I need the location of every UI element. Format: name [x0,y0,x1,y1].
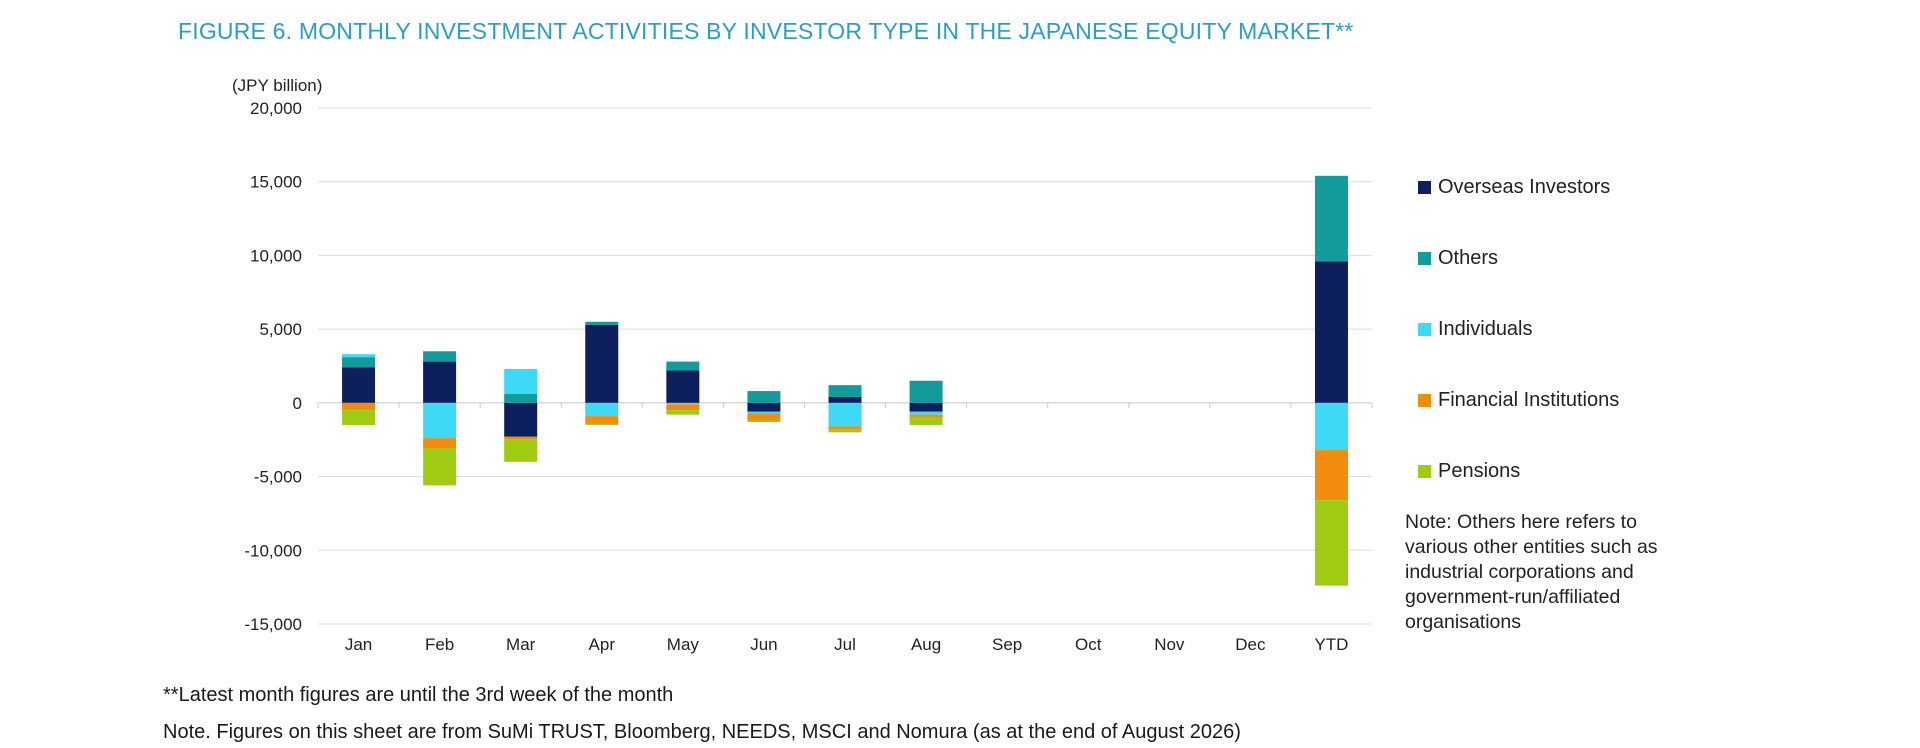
bar-pensions-aug [909,417,943,425]
legend-swatch [1418,393,1431,407]
x-tick-label: Oct [1075,635,1102,654]
bar-others-feb [423,351,457,362]
legend-label: Pensions [1438,459,1521,482]
legend-label: Others [1438,246,1499,269]
x-tick-label: Aug [911,635,941,654]
bar-others-jan [342,357,376,368]
x-tick-label: Mar [506,635,536,654]
legend: Overseas Investors Others Individuals Finan… [1418,172,1748,527]
legend-item: Individuals [1418,314,1748,344]
bar-individuals-may [666,402,700,405]
x-tick-label: Apr [589,635,616,654]
x-tick-label: Nov [1154,635,1185,654]
bar-overseas-investors-aug [909,402,943,412]
legend-swatch [1418,180,1431,194]
figure-title: FIGURE 6. MONTHLY INVESTMENT ACTIVITIES … [178,18,1354,44]
bar-overseas-investors-ytd [1314,261,1348,403]
bar-individuals-jul [828,402,862,427]
y-tick-label: -5,000 [254,468,302,487]
bar-financial-institutions-jun [747,413,781,421]
x-tick-label: Feb [425,635,454,654]
bar-financial-institutions-apr [585,416,619,424]
x-tick-label: Jul [834,635,856,654]
legend-label: Individuals [1438,317,1533,340]
bar-others-ytd [1314,175,1348,262]
bar-overseas-investors-jan [342,367,376,403]
footnote-source: Note. Figures on this sheet are from SuM… [163,721,1241,743]
grid-lines [317,107,1373,625]
bar-pensions-jan [342,410,376,425]
legend-label: Financial Institutions [1438,388,1620,411]
bar-others-jul [828,385,862,397]
x-tick-label: May [667,635,700,654]
axis-labels: 20,000 15,000 10,000 5,000 0 -5,000 -10,000 -15… [232,76,1348,654]
bar-pensions-ytd [1314,500,1348,586]
bar-overseas-investors-feb [423,361,457,403]
x-tick-label: Dec [1235,635,1266,654]
bar-individuals-mar [504,368,538,395]
bar-pensions-feb [423,448,457,486]
x-tick-label: YTD [1314,635,1348,654]
bar-individuals-feb [423,402,457,439]
y-axis-unit-label: (JPY billion) [232,76,322,95]
bar-others-mar [504,394,538,403]
bar-financial-institutions-feb [423,438,457,449]
bar-pensions-jun [747,420,781,423]
y-tick-label: 10,000 [250,246,302,265]
legend-swatch [1418,322,1431,336]
bar-financial-institutions-aug [909,414,943,418]
bar-financial-institutions-jan [342,402,376,411]
bar-others-may [666,361,700,371]
bar-individuals-jun [747,411,781,414]
bar-pensions-apr [585,423,619,425]
bar-financial-institutions-may [666,404,700,411]
y-tick-label: 20,000 [250,99,302,118]
legend-item: Overseas Investors [1418,172,1748,202]
y-tick-label: -10,000 [244,541,302,560]
y-tick-label: 5,000 [259,320,302,339]
bar-financial-institutions-mar [504,436,538,440]
bar-overseas-investors-jul [828,396,862,403]
bar-overseas-investors-jun [747,402,781,412]
legend-item: Others [1418,243,1748,273]
bar-individuals-jan [342,354,376,358]
bar-overseas-investors-apr [585,324,619,403]
bar-individuals-ytd [1314,402,1348,451]
bar-financial-institutions-jul [828,426,862,430]
legend-label: Overseas Investors [1438,175,1611,198]
bar-pensions-mar [504,439,538,462]
x-tick-label: Sep [992,635,1022,654]
bar-overseas-investors-mar [504,402,538,437]
bar-others-jun [747,391,781,403]
bar-financial-institutions-ytd [1314,450,1348,501]
bar-individuals-apr [585,402,619,417]
x-tick-label: Jun [750,635,777,654]
x-tick-label: Jan [345,635,372,654]
legend-item: Pensions [1418,456,1748,486]
bars [342,175,1348,586]
chart-note: Note: Others here refers to various othe… [1405,511,1658,633]
bar-pensions-jul [828,429,862,433]
bar-others-apr [585,321,619,325]
y-tick-label: 0 [293,394,302,413]
legend-swatch [1418,464,1431,478]
bar-others-aug [909,380,943,403]
footnote-latest-month: **Latest month figures are until the 3rd… [163,684,674,706]
bar-individuals-aug [909,411,943,415]
y-tick-label: -15,000 [244,615,302,634]
y-tick-label: 15,000 [250,173,302,192]
legend-swatch [1418,251,1431,265]
bar-overseas-investors-may [666,370,700,403]
bar-pensions-may [666,410,700,415]
legend-item: Financial Institutions [1418,385,1748,415]
